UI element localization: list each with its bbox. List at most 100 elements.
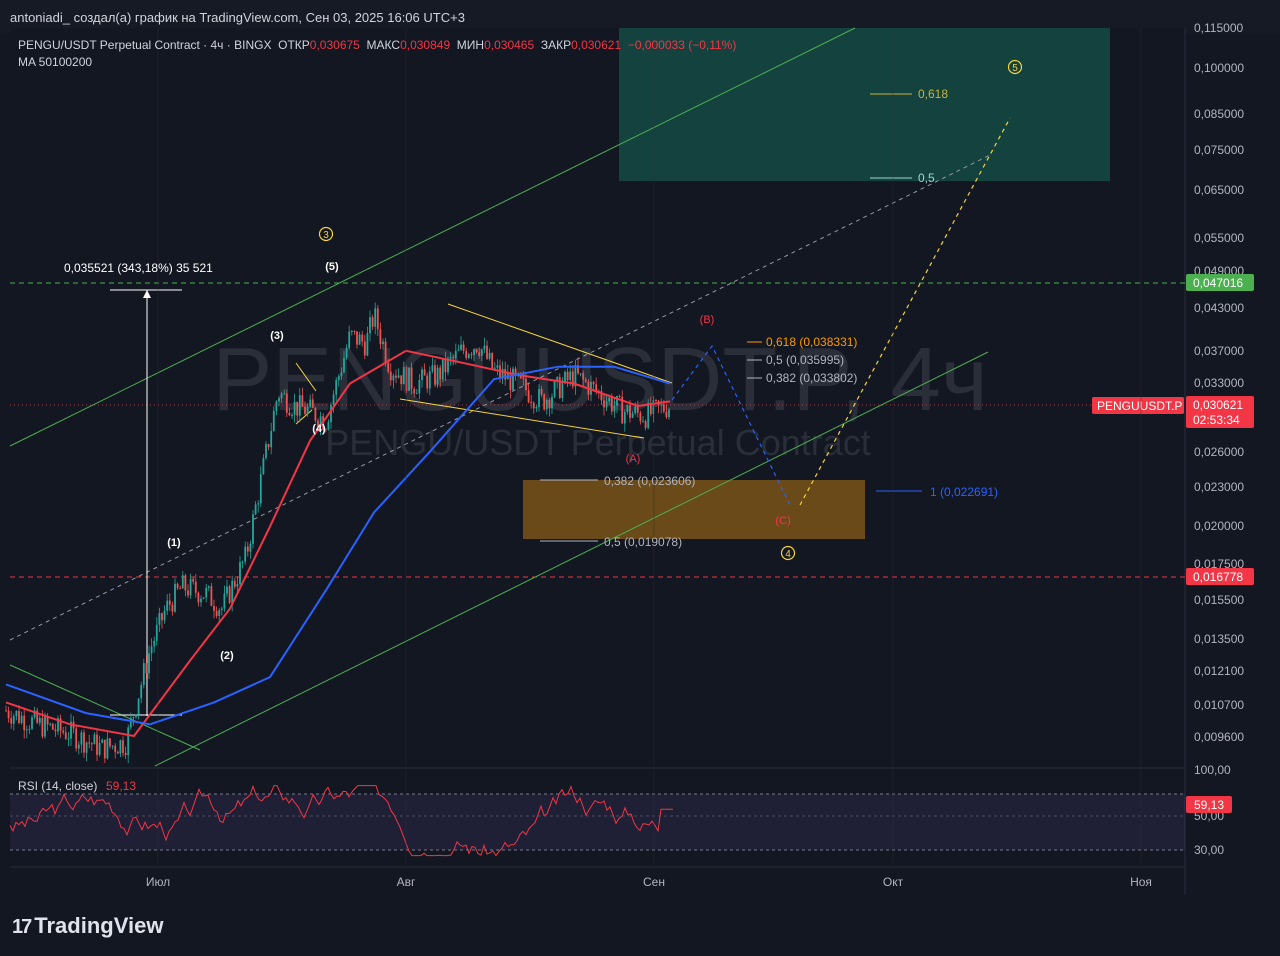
candle-body [389,371,392,381]
candle-body [153,640,156,647]
candle-body [439,367,442,380]
rsi-tick: 100,00 [1194,763,1231,777]
candle-body [496,365,499,368]
candle-body [44,716,46,737]
candle-body [205,587,208,598]
price-tick: 0,075000 [1194,143,1244,157]
rsi-band [10,794,1185,850]
time-tick: Сен [643,875,665,889]
candle-body [28,728,31,730]
wave-major-4-label: 4 [785,549,791,560]
candle-body [382,341,384,345]
candle-body [543,394,546,410]
candle-body [171,604,174,612]
legend-low: 0,030465 [484,38,535,52]
candle-body [376,308,379,330]
rsi-tick: 30,00 [1194,843,1224,857]
candle-body [478,352,481,356]
fib-c-382-label: 0,382 (0,023606) [604,474,695,488]
candle-body [618,395,621,397]
candle-body [252,514,254,544]
candle-body [327,422,330,430]
candle-body [605,401,608,408]
tgt-5-label: 0,5 [918,171,935,185]
candle-body [288,412,291,416]
candle-body [592,381,595,385]
legend-row: PENGU/USDT Perpetual Contract · 4ч · BIN… [18,38,736,52]
candle-body [491,352,494,369]
tv-mark-icon: 17 [12,916,32,938]
candle-body [291,415,293,417]
time-tick: Окт [883,875,904,889]
candle-body [343,357,345,373]
price-tick: 0,017500 [1194,557,1244,571]
price-tick: 0,115000 [1194,21,1243,35]
price-tick: 0,037000 [1194,344,1244,358]
candle-body [25,729,28,731]
candle-body [244,546,247,562]
candle-body [402,367,405,385]
candle-body [647,402,650,428]
candle-body [374,308,377,327]
candle-body [57,718,59,732]
candle-body [462,344,465,351]
candle-body [129,717,132,728]
candle-body [577,365,579,374]
candle-body [267,444,270,448]
candle-body [350,330,353,332]
candle-body [428,371,431,389]
candle-body [475,349,478,353]
candle-body [142,663,145,685]
last-price-text: 0,030621 [1193,398,1243,412]
candle-body [590,381,592,395]
candle-body [179,588,182,590]
candle-body [51,723,54,730]
candle-body [33,710,36,718]
candle-body [387,363,390,372]
candle-body [309,399,312,407]
candle-body [10,718,13,724]
candle-body [574,365,577,387]
wave-major-5-label: 5 [1012,63,1018,74]
candle-body [623,412,626,424]
candle-body [655,400,657,402]
candle-body [330,405,332,423]
candle-body [75,728,78,749]
candle-body [493,367,496,369]
candle-body [280,393,283,399]
candle-body [384,341,387,364]
candle-body [283,393,286,395]
candle-body [595,384,598,391]
candle-body [530,401,533,403]
candle-body [161,613,163,621]
candle-body [226,586,228,594]
candle-body [548,400,551,409]
candle-body [31,717,33,729]
wave-major-3-circle [318,226,334,242]
candle-body [62,730,65,733]
candle-body [660,404,663,406]
candle-body [522,377,525,379]
candle-body [202,597,205,599]
legend-open: 0,030675 [309,38,360,52]
watermark-symbol: PENGUUSDT.P, 4ч [212,330,987,430]
legend-ma[interactable]: MA 50100200 [18,55,93,69]
candle-body [246,546,249,552]
candle-body [233,580,236,587]
candle-body [5,710,7,712]
legend-close: 0,030621 [571,38,622,52]
tradingview-logo[interactable]: 17 TradingView [12,913,163,939]
price-chart[interactable]: PENGUUSDT.P, 4ч PENGU/USDT Perpetual Con… [0,0,1280,895]
fib-c-1-label: 1 (0,022691) [930,485,998,499]
level-high-badge [1186,274,1254,291]
attribution-text: antoniadi_ создал(а) график на TradingVi… [10,10,465,25]
candle-body [418,379,421,394]
candle-body [83,732,85,753]
price-tick: 0,012100 [1194,664,1244,678]
time-tick: Июл [146,875,170,889]
candle-body [582,373,585,380]
candle-body [408,367,410,391]
candle-body [241,561,244,563]
wave-2-label: (2) [220,650,234,662]
candle-body [457,349,460,351]
